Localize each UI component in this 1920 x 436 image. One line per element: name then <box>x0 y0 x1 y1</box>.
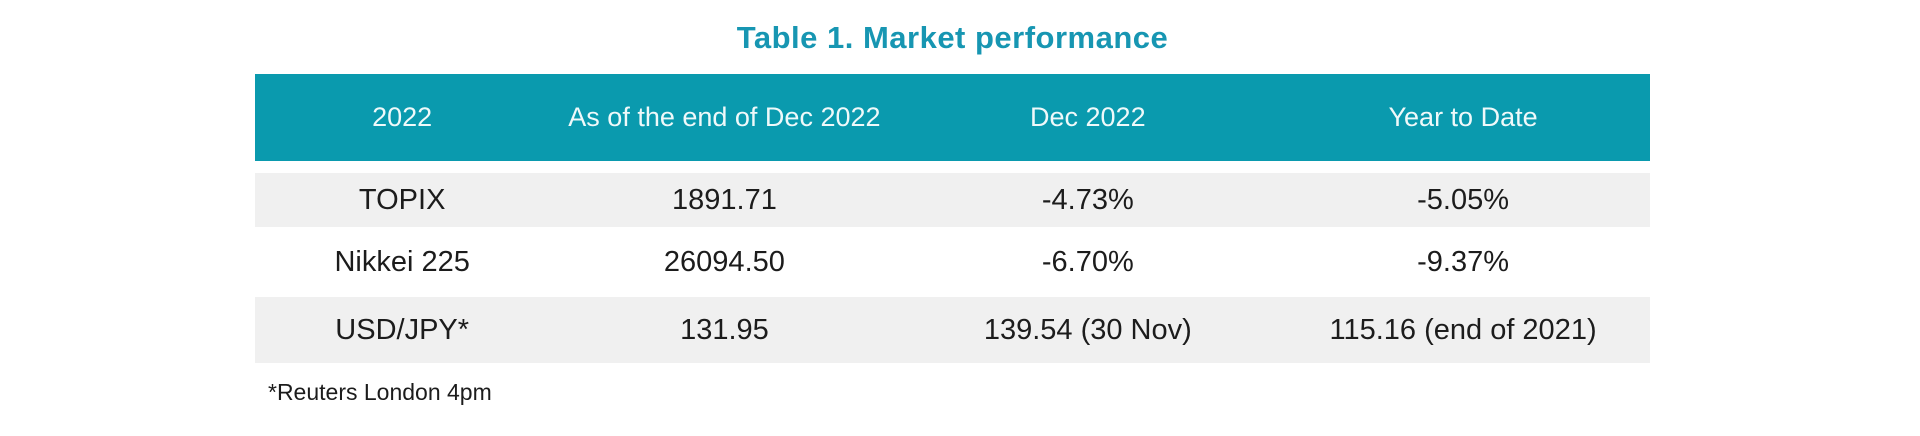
cell-value: 1891.71 <box>672 183 777 216</box>
table-figure: Table 1. Market performance 2022 As of t… <box>255 0 1650 406</box>
table-row-nikkei-225: Nikkei 225 26094.50 -6.70% -9.37% <box>255 227 1650 297</box>
row-label: Nikkei 225 <box>334 245 470 278</box>
cell-value: 115.16 (end of 2021) <box>1329 313 1597 346</box>
cell-value: -6.70% <box>1041 245 1134 278</box>
header-cell-year: 2022 <box>372 101 433 132</box>
table-row-topix: TOPIX 1891.71 -4.73% -5.05% <box>255 173 1650 227</box>
cell-value: 139.54 (30 Nov) <box>983 313 1192 346</box>
table-row-usd-jpy: USD/JPY* 131.95 139.54 (30 Nov) 115.16 (… <box>255 297 1650 363</box>
cell-value: 131.95 <box>680 313 769 346</box>
cell-value: -5.05% <box>1417 183 1509 216</box>
header-cell-dec-2022: Dec 2022 <box>1030 101 1146 132</box>
table-footnote: *Reuters London 4pm <box>268 379 492 405</box>
row-label: USD/JPY* <box>335 313 470 346</box>
table-header-row: 2022 As of the end of Dec 2022 Dec 2022 … <box>255 74 1650 161</box>
market-performance-table: 2022 As of the end of Dec 2022 Dec 2022 … <box>255 74 1650 363</box>
cell-value: -4.73% <box>1041 183 1134 216</box>
cell-value: -9.37% <box>1417 245 1509 278</box>
header-cell-year-to-date: Year to Date <box>1388 101 1538 132</box>
cell-value: 26094.50 <box>663 245 785 278</box>
row-label: TOPIX <box>358 183 446 216</box>
header-cell-as-of-end-dec: As of the end of Dec 2022 <box>568 101 881 132</box>
page-title: Table 1. Market performance <box>736 20 1169 55</box>
